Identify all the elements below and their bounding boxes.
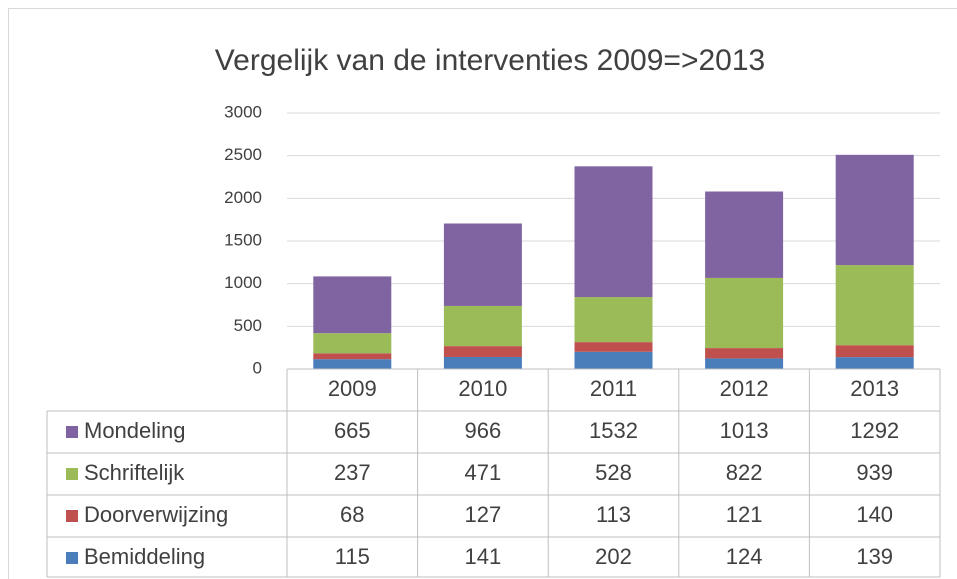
bar-segment (835, 265, 914, 346)
bar-segment (574, 297, 653, 343)
bar-segment (705, 358, 784, 369)
legend-key (66, 552, 78, 564)
table-value: 939 (856, 460, 893, 485)
y-tick-label: 1000 (224, 273, 262, 292)
bar-segment (574, 166, 653, 298)
bar-segment (443, 223, 522, 306)
legend-label: Bemiddeling (84, 544, 205, 569)
table-value: 237 (334, 460, 371, 485)
y-tick-label: 3000 (224, 102, 262, 121)
bar-segment (705, 191, 784, 278)
bar-segment (574, 342, 653, 352)
legend-label: Mondeling (84, 418, 186, 443)
table-value: 966 (465, 418, 502, 443)
y-tick-label: 1500 (224, 230, 262, 249)
y-tick-label: 0 (253, 358, 262, 377)
table-value: 141 (465, 544, 502, 569)
legend-key (66, 468, 78, 480)
legend-label: Doorverwijzing (84, 502, 228, 527)
y-tick-label: 2000 (224, 188, 262, 207)
table-value: 139 (856, 544, 893, 569)
table-value: 1532 (589, 418, 638, 443)
table-value: 471 (465, 460, 502, 485)
table-value: 68 (340, 502, 364, 527)
legend-label: Schriftelijk (84, 460, 185, 485)
y-tick-label: 500 (234, 316, 262, 335)
legend-key (66, 510, 78, 522)
bar-segment (443, 356, 522, 369)
x-tick-label: 2010 (458, 376, 507, 401)
bar-segment (313, 353, 392, 360)
bar-segment (574, 351, 653, 369)
bar-segment (705, 348, 784, 359)
x-tick-label: 2012 (720, 376, 769, 401)
bar-segment (835, 345, 914, 358)
table-value: 113 (596, 502, 631, 527)
table-value: 528 (595, 460, 632, 485)
y-tick-label: 2500 (224, 145, 262, 164)
table-value: 1013 (720, 418, 769, 443)
bar-segment (835, 357, 914, 369)
table-value: 115 (335, 544, 370, 569)
table-value: 665 (334, 418, 371, 443)
table-value: 822 (726, 460, 763, 485)
legend-key (66, 426, 78, 438)
bar-segment (313, 333, 392, 354)
table-value: 1292 (850, 418, 899, 443)
bar-segment (835, 154, 914, 266)
x-tick-label: 2011 (590, 376, 637, 401)
table-value: 202 (595, 544, 632, 569)
chart-title: Vergelijk van de interventies 2009=>2013 (215, 44, 765, 77)
bar-segment (443, 346, 522, 357)
x-tick-label: 2013 (850, 376, 899, 401)
bar-segment (443, 305, 522, 347)
table-value: 127 (465, 502, 502, 527)
bar-segment (313, 359, 392, 369)
table-value: 140 (856, 502, 893, 527)
bar-segment (313, 276, 392, 334)
table-value: 121 (726, 502, 763, 527)
bar-segment (705, 277, 784, 349)
table-value: 124 (726, 544, 763, 569)
x-tick-label: 2009 (328, 376, 377, 401)
